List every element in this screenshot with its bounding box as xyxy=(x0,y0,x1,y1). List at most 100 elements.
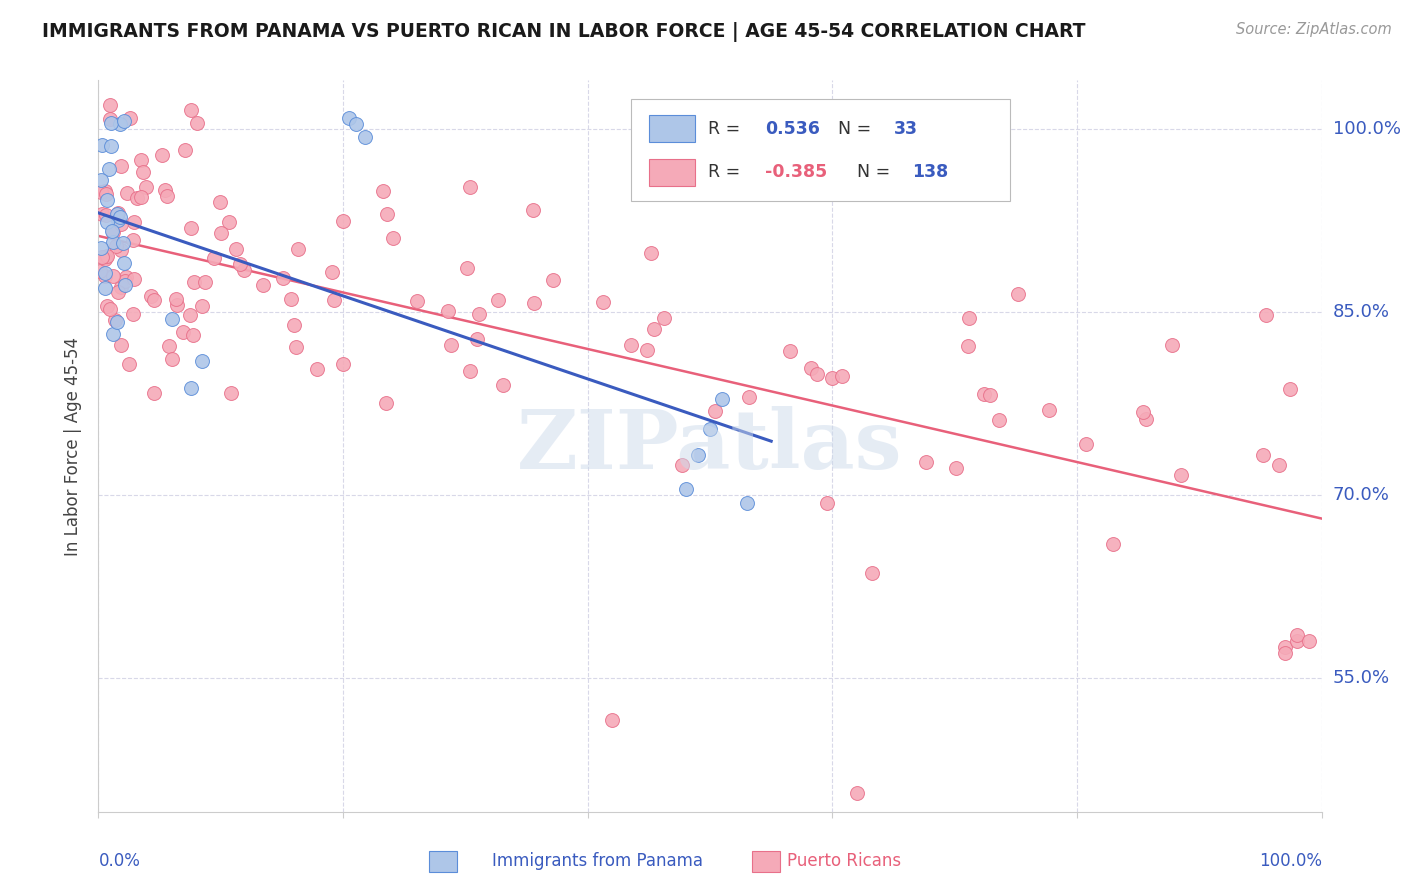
Point xyxy=(1268,458,1291,473)
Point xyxy=(122,215,145,229)
Point xyxy=(280,293,302,307)
Point xyxy=(987,413,1010,427)
Point xyxy=(458,364,481,378)
Text: 33: 33 xyxy=(894,120,918,137)
Point xyxy=(135,180,157,194)
Point xyxy=(821,370,844,384)
Text: 100.0%: 100.0% xyxy=(1258,852,1322,870)
Point xyxy=(323,293,346,307)
Point xyxy=(600,714,623,728)
Point xyxy=(945,460,967,475)
Point xyxy=(180,381,202,395)
Point xyxy=(160,351,183,366)
Point xyxy=(860,566,883,581)
Point xyxy=(96,194,118,208)
Point xyxy=(1278,382,1301,396)
Text: 0.0%: 0.0% xyxy=(98,852,141,870)
Point xyxy=(112,256,135,270)
Point xyxy=(271,271,294,285)
Point xyxy=(492,377,515,392)
Point xyxy=(94,268,117,283)
Point xyxy=(979,388,1001,402)
Point xyxy=(218,215,240,229)
Point xyxy=(94,209,117,223)
Text: -0.385: -0.385 xyxy=(765,163,827,181)
Point xyxy=(94,266,117,280)
Point xyxy=(150,148,173,162)
Point xyxy=(98,162,121,177)
Point xyxy=(114,278,136,293)
Point xyxy=(287,242,309,256)
Point xyxy=(973,386,995,401)
Point xyxy=(100,112,122,127)
Point xyxy=(592,295,614,310)
Point xyxy=(1038,402,1060,417)
Point xyxy=(98,97,121,112)
Point xyxy=(202,251,225,265)
Point xyxy=(704,404,727,418)
Point xyxy=(437,303,460,318)
Text: Source: ZipAtlas.com: Source: ZipAtlas.com xyxy=(1236,22,1392,37)
Point xyxy=(1298,634,1320,648)
Point xyxy=(699,422,721,436)
Point xyxy=(122,307,145,321)
Point xyxy=(143,293,166,308)
Point xyxy=(89,264,111,278)
Point xyxy=(460,180,482,194)
Point xyxy=(101,224,124,238)
Point xyxy=(1074,437,1097,451)
Point xyxy=(1286,634,1309,648)
Point xyxy=(129,153,152,168)
Point xyxy=(1251,449,1274,463)
Point xyxy=(101,235,124,249)
Point xyxy=(90,241,112,255)
Point xyxy=(110,338,132,352)
Point xyxy=(90,185,112,199)
Point xyxy=(139,288,162,302)
Point xyxy=(110,159,132,173)
Point xyxy=(173,143,195,157)
Point xyxy=(1254,308,1277,322)
Text: 138: 138 xyxy=(912,163,948,181)
Point xyxy=(285,340,308,354)
Point xyxy=(675,482,697,496)
Y-axis label: In Labor Force | Age 45-54: In Labor Force | Age 45-54 xyxy=(65,336,83,556)
Point xyxy=(305,362,328,376)
Point xyxy=(155,183,177,197)
Point xyxy=(104,313,127,327)
Point xyxy=(96,249,118,263)
Point xyxy=(142,386,165,401)
Point xyxy=(522,202,544,217)
Point xyxy=(104,239,127,253)
Point xyxy=(375,396,398,410)
Point xyxy=(112,113,135,128)
Point xyxy=(114,270,136,285)
Point xyxy=(209,195,232,210)
Point xyxy=(191,354,214,368)
Point xyxy=(405,294,427,309)
Point xyxy=(456,260,478,275)
Point xyxy=(332,214,354,228)
Point xyxy=(1286,628,1309,642)
Point xyxy=(283,318,305,332)
Point xyxy=(91,250,114,264)
Point xyxy=(800,361,823,376)
Point xyxy=(93,252,115,266)
Point xyxy=(105,315,128,329)
Point xyxy=(96,214,118,228)
Text: IMMIGRANTS FROM PANAMA VS PUERTO RICAN IN LABOR FORCE | AGE 45-54 CORRELATION CH: IMMIGRANTS FROM PANAMA VS PUERTO RICAN I… xyxy=(42,22,1085,42)
Point xyxy=(1274,640,1296,655)
Point xyxy=(209,226,232,240)
Point xyxy=(486,293,509,307)
Point xyxy=(94,184,117,198)
Point xyxy=(957,310,980,325)
Point xyxy=(956,339,979,353)
Point xyxy=(346,117,368,131)
Point xyxy=(110,218,132,232)
Point xyxy=(735,496,758,510)
Text: N =: N = xyxy=(838,120,877,137)
Point xyxy=(122,272,145,286)
Point xyxy=(541,273,564,287)
Point xyxy=(108,117,131,131)
Point xyxy=(105,207,128,221)
